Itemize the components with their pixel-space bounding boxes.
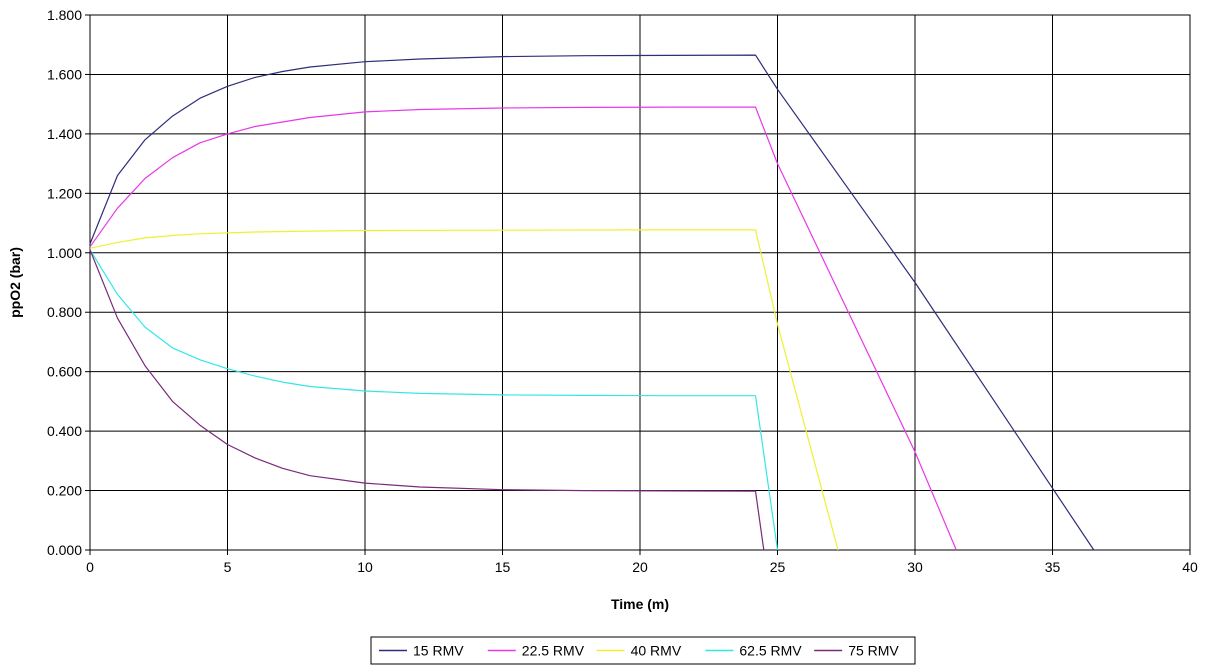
y-tick-label: 1.200: [47, 185, 82, 201]
x-tick-label: 40: [1182, 559, 1198, 575]
legend-label-1: 15 RMV: [413, 643, 464, 659]
series-line-5: [89, 249, 765, 551]
x-tick-label: 20: [632, 559, 648, 575]
x-tick-label: 35: [1045, 559, 1061, 575]
x-tick-label: 30: [907, 559, 923, 575]
y-tick-label: 1.000: [47, 245, 82, 261]
y-tick-label: 1.600: [47, 66, 82, 82]
y-tick-label: 0.800: [47, 304, 82, 320]
series-line-1: [89, 54, 1095, 551]
legend-label-5: 75 RMV: [848, 643, 899, 659]
x-tick-label: 25: [770, 559, 786, 575]
x-tick-label: 10: [357, 559, 373, 575]
y-tick-label: 1.400: [47, 126, 82, 142]
x-tick-label: 15: [495, 559, 511, 575]
legend-label-4: 62.5 RMV: [739, 643, 802, 659]
y-tick-label: 0.200: [47, 483, 82, 499]
y-tick-label: 0.600: [47, 364, 82, 380]
legend: 15 RMV 22.5 RMV 40 RMV 62.5 RMV 75 RMV: [370, 636, 916, 665]
y-axis-title: ppO2 (bar): [7, 247, 23, 318]
plot-frame: [89, 14, 1191, 551]
y-tick-label: 0.000: [47, 542, 82, 558]
tick-labels: 0.000 0.200 0.400 0.600 0.800 1.000 1.200 1.400…: [47, 7, 1198, 575]
series-line-3: [89, 229, 839, 551]
x-tick-label: 0: [86, 559, 94, 575]
legend-label-2: 22.5 RMV: [522, 643, 585, 659]
series-line-2: [89, 106, 957, 551]
series-lines: [89, 54, 1095, 551]
x-axis-title: Time (m): [611, 596, 669, 612]
y-tick-label: 0.400: [47, 423, 82, 439]
y-tick-label: 1.800: [47, 7, 82, 23]
series-line-4: [89, 249, 779, 551]
x-tick-label: 5: [224, 559, 232, 575]
legend-label-3: 40 RMV: [631, 643, 682, 659]
grid-lines: [85, 14, 1191, 555]
